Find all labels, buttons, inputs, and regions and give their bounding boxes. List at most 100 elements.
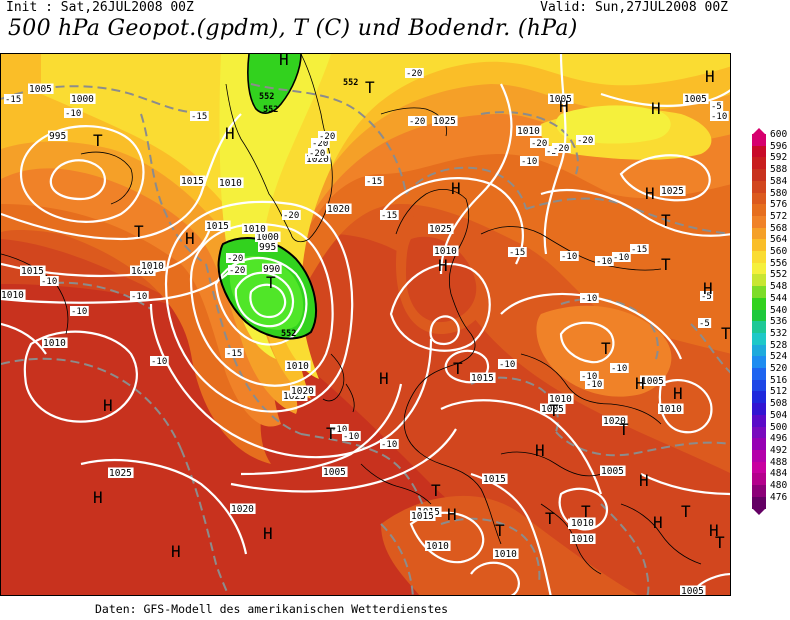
colorbar-swatch bbox=[752, 204, 766, 217]
label-background bbox=[658, 403, 684, 414]
label-background bbox=[700, 291, 714, 301]
high-pressure-marker: H bbox=[93, 488, 103, 507]
high-pressure-marker: H bbox=[451, 179, 461, 198]
isobar-line bbox=[49, 159, 106, 201]
colorbar-swatch bbox=[752, 215, 766, 229]
low-pressure-marker: T bbox=[681, 502, 691, 521]
pressure-label: 1010 bbox=[517, 126, 540, 137]
label-background bbox=[576, 135, 595, 145]
label-background bbox=[225, 348, 244, 358]
pressure-label: 1010 bbox=[43, 338, 66, 349]
label-background bbox=[470, 372, 496, 383]
isobar-line bbox=[23, 330, 138, 423]
label-background bbox=[255, 231, 281, 242]
label-background bbox=[258, 241, 278, 252]
colorbar-level-label: 532 bbox=[770, 327, 788, 339]
high-pressure-marker: H bbox=[635, 374, 645, 393]
low-pressure-marker: T bbox=[601, 339, 611, 358]
high-pressure-marker: H bbox=[653, 513, 663, 532]
coastline bbox=[290, 54, 333, 243]
pressure-label: 1005 bbox=[641, 376, 664, 387]
label-background bbox=[680, 585, 706, 595]
coastline bbox=[403, 333, 476, 435]
pressure-label: 1010 bbox=[426, 541, 449, 552]
colorbar-swatch bbox=[752, 414, 766, 427]
colorbar-level-label: 536 bbox=[770, 316, 788, 328]
pressure-label: 1010 bbox=[659, 404, 682, 415]
temperature-label: -15 bbox=[366, 177, 382, 187]
geopotential-fill-region bbox=[247, 54, 301, 114]
high-pressure-marker: H bbox=[645, 184, 655, 203]
label-background bbox=[1, 289, 26, 300]
colorbar-level-label: 516 bbox=[770, 374, 788, 386]
label-background bbox=[410, 510, 436, 521]
temperature-label: -10 bbox=[343, 432, 359, 442]
geopotential-label: 552 bbox=[259, 92, 274, 102]
coastline bbox=[322, 353, 345, 402]
temperature-label: -15 bbox=[381, 211, 397, 221]
pressure-label: 1005 bbox=[681, 586, 704, 596]
isobar-line bbox=[540, 188, 730, 237]
pressure-label: 1015 bbox=[206, 221, 229, 232]
colorbar-swatch bbox=[752, 145, 766, 158]
isotherm-line bbox=[440, 517, 541, 585]
isotherm-line bbox=[690, 323, 730, 374]
label-background bbox=[228, 265, 247, 275]
colorbar-level-label: 480 bbox=[770, 480, 788, 491]
high-pressure-marker: H bbox=[447, 505, 457, 524]
pressure-label: 1010 bbox=[219, 178, 242, 189]
label-background bbox=[548, 93, 574, 104]
label-background bbox=[262, 263, 282, 274]
label-background bbox=[710, 101, 724, 111]
label-background bbox=[580, 293, 599, 303]
label-background bbox=[70, 93, 96, 104]
label-background bbox=[180, 175, 206, 186]
high-pressure-marker: H bbox=[225, 124, 235, 143]
label-background bbox=[610, 363, 629, 373]
colorbar-level-label: 588 bbox=[770, 164, 788, 176]
colorbar-level-label: 600 bbox=[770, 129, 788, 140]
label-background bbox=[640, 375, 666, 386]
temperature-label: -15 bbox=[509, 248, 525, 258]
pressure-label: 990 bbox=[263, 264, 280, 275]
geopotential-label: 552 bbox=[263, 105, 278, 115]
low-pressure-marker: T bbox=[661, 255, 671, 274]
high-pressure-marker: H bbox=[263, 524, 273, 543]
isobar-line bbox=[429, 315, 460, 346]
label-background bbox=[20, 265, 46, 276]
low-pressure-marker: T bbox=[431, 481, 441, 500]
low-pressure-marker: T bbox=[715, 533, 725, 552]
label-background bbox=[290, 385, 316, 396]
isotherm-line bbox=[1, 357, 182, 450]
pressure-label: 1005 bbox=[541, 404, 564, 415]
label-background bbox=[408, 116, 427, 126]
colorbar-swatch bbox=[752, 485, 766, 498]
label-background bbox=[570, 533, 596, 544]
pressure-label: 1020 bbox=[327, 204, 350, 215]
colorbar-swatch bbox=[752, 426, 766, 439]
pressure-label: 1020 bbox=[291, 386, 314, 397]
label-background bbox=[548, 393, 574, 404]
low-pressure-marker: T bbox=[93, 131, 103, 150]
label-background bbox=[552, 143, 571, 153]
isobar-line bbox=[640, 473, 730, 496]
label-background bbox=[428, 223, 454, 234]
pressure-label: 1015 bbox=[483, 474, 506, 485]
colorbar-swatch bbox=[752, 157, 766, 170]
label-background bbox=[530, 138, 549, 148]
geopotential-fill-layer bbox=[1, 54, 730, 595]
isotherm-line bbox=[300, 433, 427, 515]
label-background bbox=[326, 203, 352, 214]
data-source-credit: Daten: GFS-Modell des amerikanischen Wet… bbox=[95, 602, 449, 616]
colorbar-swatch bbox=[752, 321, 766, 334]
colorbar-level-label: 596 bbox=[770, 140, 788, 152]
colorbar-swatch bbox=[752, 134, 766, 147]
low-pressure-marker: T bbox=[661, 211, 671, 230]
coastline bbox=[500, 451, 602, 477]
isotherm-line bbox=[405, 166, 527, 210]
pressure-label: 1025 bbox=[283, 391, 306, 402]
temperature-label: -20 bbox=[531, 139, 547, 149]
temperature-label: -20 bbox=[577, 136, 593, 146]
low-pressure-marker: T bbox=[545, 509, 555, 528]
temperature-label: -10 bbox=[381, 440, 397, 450]
